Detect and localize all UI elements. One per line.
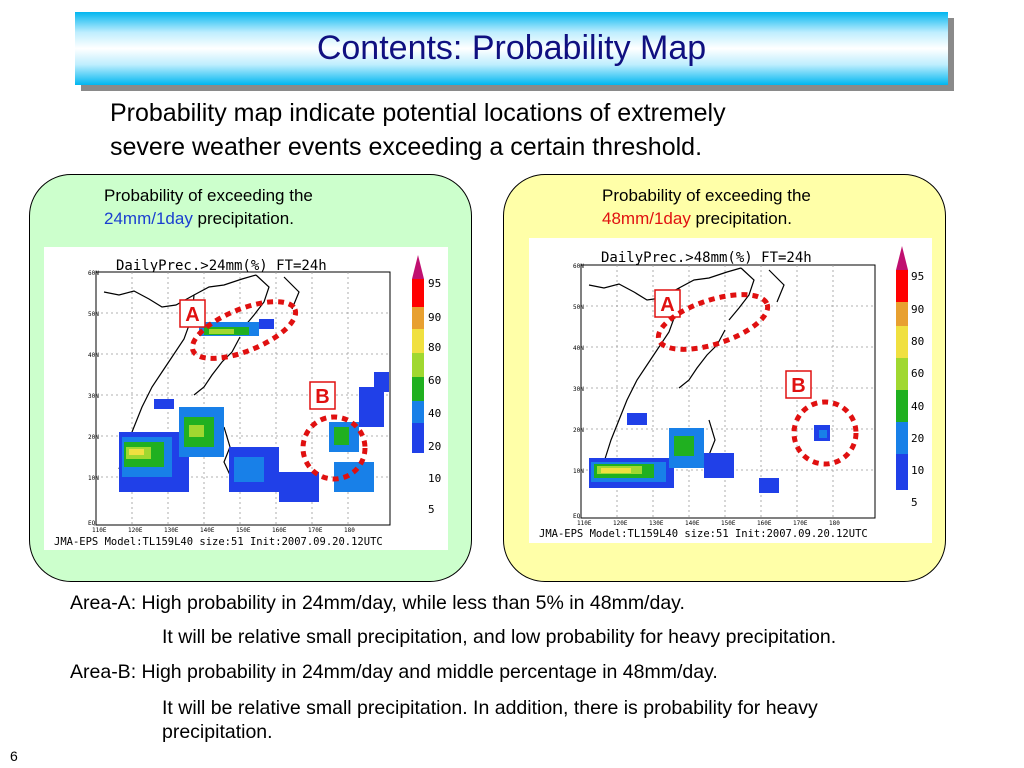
legend-label: 20 xyxy=(428,440,441,453)
svg-text:10N: 10N xyxy=(88,475,99,482)
left-caption-threshold: 24mm/1day xyxy=(104,209,193,228)
svg-text:EQ: EQ xyxy=(573,513,581,520)
probability-map-48mm: DailyPrec.>48mm(%) FT=24h xyxy=(529,238,932,543)
axis-labels: 60N 50N 40N 30N 20N 10N EQ 110E 120E 130E 140… xyxy=(88,270,355,534)
legend-label: 95 xyxy=(428,277,441,290)
svg-text:110E: 110E xyxy=(577,520,592,527)
area-a-summary: Area-A: High probability in 24mm/day, wh… xyxy=(70,592,685,614)
svg-text:110E: 110E xyxy=(92,527,107,534)
legend-label: 80 xyxy=(911,335,924,348)
svg-text:30N: 30N xyxy=(88,393,99,400)
intro-text: Probability map indicate potential locat… xyxy=(110,96,830,164)
svg-text:180: 180 xyxy=(344,527,355,534)
svg-text:EQ: EQ xyxy=(88,520,96,527)
legend-label: 5 xyxy=(428,503,435,516)
legend-label: 60 xyxy=(911,367,924,380)
left-caption: Probability of exceeding the 24mm/1day p… xyxy=(104,184,313,230)
svg-text:20N: 20N xyxy=(88,434,99,441)
page-title: Contents: Probability Map xyxy=(316,29,707,67)
svg-text:140E: 140E xyxy=(200,527,215,534)
map-title-24mm: DailyPrec.>24mm(%) FT=24h xyxy=(116,258,327,274)
svg-text:170E: 170E xyxy=(793,520,808,527)
svg-text:A: A xyxy=(185,304,199,326)
legend-label: 90 xyxy=(911,303,924,316)
svg-text:30N: 30N xyxy=(573,386,584,393)
color-legend: 95 90 80 60 40 20 10 5 xyxy=(412,255,441,516)
right-caption-rest: precipitation. xyxy=(690,209,792,228)
svg-text:20N: 20N xyxy=(573,427,584,434)
svg-text:180: 180 xyxy=(829,520,840,527)
svg-text:150E: 150E xyxy=(236,527,251,534)
svg-text:170E: 170E xyxy=(308,527,323,534)
axis-labels: 60N 50N 40N 30N 20N 10N EQ 110E 120E 130E 140… xyxy=(573,263,840,527)
intro-line-1: Probability map indicate potential locat… xyxy=(110,99,726,127)
area-b-marker: B xyxy=(785,370,859,467)
precip-probability-areas xyxy=(119,319,389,502)
precip-probability-areas xyxy=(589,413,830,493)
legend-label: 40 xyxy=(428,407,441,420)
svg-text:160E: 160E xyxy=(272,527,287,534)
svg-text:130E: 130E xyxy=(164,527,179,534)
legend-label: 90 xyxy=(428,311,441,324)
svg-text:A: A xyxy=(660,294,674,316)
color-legend: 95 90 80 60 40 20 10 5 xyxy=(896,246,924,509)
intro-line-2: severe weather events exceeding a certai… xyxy=(110,133,703,161)
svg-text:160E: 160E xyxy=(757,520,772,527)
map-footer-24mm: JMA-EPS Model:TL159L40 size:51 Init:2007… xyxy=(54,536,383,548)
map-title-48mm: DailyPrec.>48mm(%) FT=24h xyxy=(601,250,812,266)
svg-text:60N: 60N xyxy=(88,270,99,277)
svg-text:50N: 50N xyxy=(88,311,99,318)
svg-text:B: B xyxy=(791,375,805,397)
area-b-detail: It will be relative small precipitation.… xyxy=(162,696,962,744)
svg-text:10N: 10N xyxy=(573,468,584,475)
svg-text:130E: 130E xyxy=(649,520,664,527)
svg-text:B: B xyxy=(315,386,329,408)
legend-label: 60 xyxy=(428,374,441,387)
svg-text:60N: 60N xyxy=(573,263,584,270)
probability-map-24mm: DailyPrec.>24mm(%) FT=24h xyxy=(44,247,448,550)
legend-label: 10 xyxy=(428,472,441,485)
legend-label: 40 xyxy=(911,400,924,413)
right-caption-threshold: 48mm/1day xyxy=(602,209,691,228)
slide-number: 6 xyxy=(10,748,18,764)
area-b-detail-line1: It will be relative small precipitation.… xyxy=(162,697,818,719)
legend-label: 80 xyxy=(428,341,441,354)
area-b-marker: B xyxy=(300,381,368,482)
svg-text:40N: 40N xyxy=(88,352,99,359)
legend-label: 20 xyxy=(911,432,924,445)
map-footer-48mm: JMA-EPS Model:TL159L40 size:51 Init:2007… xyxy=(539,528,868,540)
left-caption-line1: Probability of exceeding the xyxy=(104,186,313,205)
legend-label: 95 xyxy=(911,270,924,283)
title-banner: Contents: Probability Map xyxy=(75,12,948,85)
svg-text:150E: 150E xyxy=(721,520,736,527)
legend-label: 10 xyxy=(911,464,924,477)
area-a-marker: A xyxy=(179,299,299,361)
right-caption-line1: Probability of exceeding the xyxy=(602,186,811,205)
svg-text:40N: 40N xyxy=(573,345,584,352)
svg-text:50N: 50N xyxy=(573,304,584,311)
area-b-detail-line2: precipitation. xyxy=(162,721,273,743)
legend-label: 5 xyxy=(911,496,918,509)
svg-text:120E: 120E xyxy=(613,520,628,527)
left-caption-rest: precipitation. xyxy=(192,209,294,228)
area-a-detail: It will be relative small precipitation,… xyxy=(162,626,837,648)
right-caption: Probability of exceeding the 48mm/1day p… xyxy=(602,184,811,230)
area-b-summary: Area-B: High probability in 24mm/day and… xyxy=(70,661,718,683)
svg-text:140E: 140E xyxy=(685,520,700,527)
svg-text:120E: 120E xyxy=(128,527,143,534)
